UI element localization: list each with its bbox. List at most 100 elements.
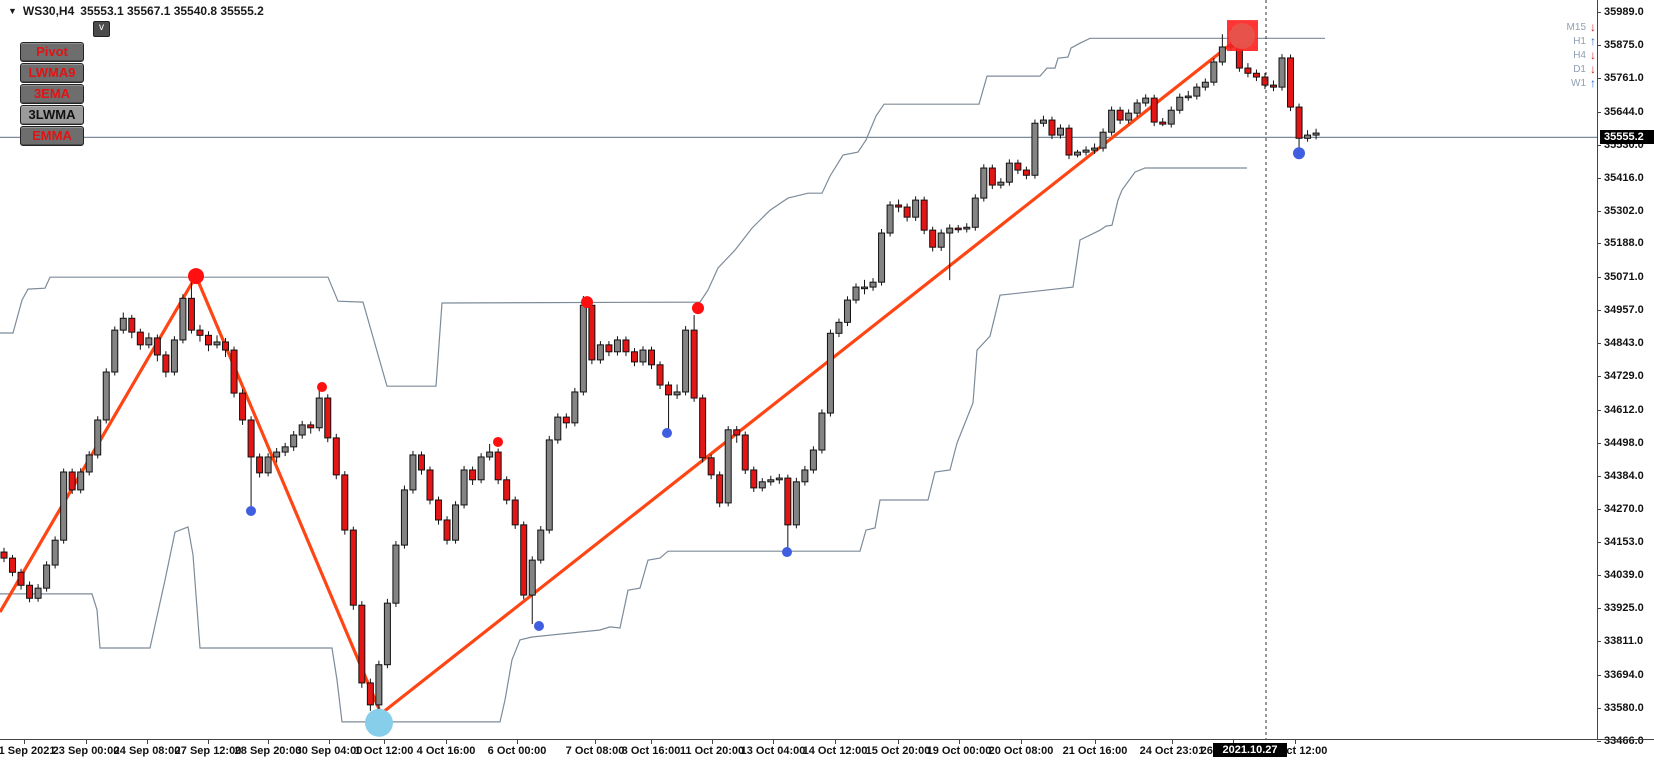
alert-circle-marker [1229,22,1255,49]
tf-w1-label: W1 [1571,77,1586,89]
bull-candle [1210,61,1218,83]
price-axis-tick [1597,542,1601,544]
bull-candle [213,341,221,346]
bull-candle [145,337,153,346]
chart-plot-svg [0,0,1597,739]
bear-candle [503,479,511,501]
lower-channel-line [0,167,1247,723]
bull-candle [528,559,536,596]
time-axis-tick [835,740,836,744]
dropdown-triangle-icon[interactable]: ▼ [8,6,17,16]
bull-candle [792,481,800,526]
time-axis-tick [898,740,899,744]
bull-candle [946,227,954,234]
bull-candle [639,349,647,363]
bear-candle [605,344,613,353]
bull-candle [1201,81,1209,88]
time-axis-tick [595,740,596,744]
bear-candle [707,457,715,476]
upper-channel-line [0,37,1325,387]
bull-candle [724,429,732,504]
pivot-low-dot [246,506,256,517]
time-axis-label: 20 Oct 08:00 [988,745,1054,757]
price-axis-tick [1597,77,1601,79]
bear-candle [230,349,238,394]
time-axis-tick [86,740,87,744]
time-axis-label: 13 Oct 04:00 [740,745,806,757]
bull-candle [878,232,886,283]
price-axis[interactable]: 35555.2 35989.0 35875.0 35761.0 35644.0 3553… [1597,0,1654,747]
price-axis-label: 34498.0 [1604,436,1644,449]
pivot-button[interactable]: Pivot [20,42,84,62]
time-axis-label: 15 Oct 20:00 [865,745,931,757]
indicator-button-stack: Pivot LWMA9 3EMA 3LWMA EMMA [20,42,84,147]
tf-h4-label: H4 [1573,49,1586,61]
bull-candle [775,477,783,481]
pivot-high-dot [692,302,704,315]
bear-candle [520,524,528,596]
bull-candle [852,286,860,301]
bull-candle [383,602,391,666]
time-axis-label: 8 Oct 16:00 [621,745,681,757]
bear-candle [26,584,34,599]
bear-candle [588,304,596,361]
bull-candle [170,339,178,373]
bear-candle [630,351,638,363]
price-axis-tick [1597,111,1601,113]
bear-candle [9,557,17,573]
price-axis-tick [1597,44,1601,46]
bull-candle [826,332,834,414]
bear-candle [562,416,570,424]
price-axis-label: 35071.0 [1604,271,1644,284]
bull-candle [290,434,298,448]
symbol-period-label: WS30,H4 [22,4,75,18]
time-axis-label: 30 Sep 04:00 [295,745,363,757]
price-axis-tick [1597,641,1601,643]
bear-candle [68,471,76,491]
price-axis-tick [1597,575,1601,577]
3lwma-button[interactable]: 3LWMA [20,105,84,125]
price-axis-label: 33466.0 [1604,735,1644,747]
ohlc-values: 35553.1 35567.1 35540.8 35555.2 [80,4,264,18]
time-axis-tick [384,740,385,744]
tf-h4-arrow-icon: ↓ [1590,48,1596,62]
price-axis-tick [1597,12,1601,13]
bear-candle [239,392,247,421]
time-axis-tick [959,740,960,744]
price-axis-tick [1597,376,1601,378]
time-axis-tick [712,740,713,744]
bull-candle [1099,131,1107,149]
bear-candle [716,474,724,504]
bear-candle [690,329,698,399]
chart-canvas[interactable] [0,0,1597,739]
3ema-button[interactable]: 3EMA [20,84,84,104]
price-axis-border [1597,0,1598,739]
bull-candle [1108,109,1116,133]
price-axis-tick [1597,277,1601,279]
bull-candle [1133,102,1141,114]
bear-candle [1159,121,1167,125]
bear-candle [895,204,903,208]
bear-candle [17,571,25,586]
bull-candle [43,564,51,589]
time-axis-tick [1172,740,1173,744]
price-axis-tick [1597,608,1601,610]
price-axis-tick [1597,310,1601,312]
bear-candle [903,206,911,218]
price-axis-tick [1597,177,1601,179]
bull-candle [460,469,468,506]
bear-candle [1252,72,1260,78]
crosshair-date-badge: 2021.10.27 04:00 [1213,743,1287,761]
lwma9-button[interactable]: LWMA9 [20,63,84,83]
pivot-low-dot [662,427,672,438]
bear-candle [128,317,136,333]
collapse-button[interactable]: v [93,21,110,37]
bear-candle [187,297,195,331]
emma-button[interactable]: EMMA [20,126,84,146]
price-axis-label: 35875.0 [1604,38,1644,51]
bear-candle [204,334,212,346]
tf-row-h1: H1 ↑ [1540,34,1596,48]
bull-candle [34,587,42,599]
